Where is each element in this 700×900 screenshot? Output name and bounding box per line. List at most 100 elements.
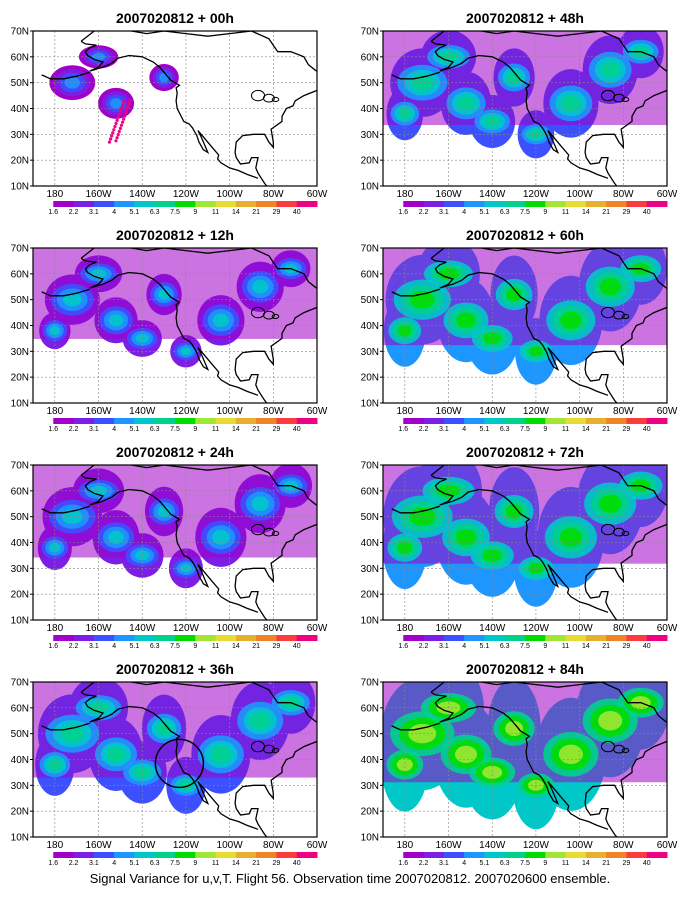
lat-tick-label: 60N [11, 52, 29, 63]
colorbar-swatch [53, 201, 75, 207]
lat-tick-label: 50N [361, 78, 379, 89]
colorbar-label: 14 [232, 643, 240, 650]
colorbar-label: 7.5 [520, 426, 530, 433]
verification-region-circle [154, 738, 205, 789]
map-panel: 2007020812 + 84h 10N 20N 30N 40N 50N 60N 70N 180… [361, 661, 678, 867]
colorbar-label: 1.6 [398, 860, 408, 867]
colorbar-swatch [383, 852, 404, 858]
lat-tick-label: 40N [361, 755, 379, 766]
flight-track-dot [117, 129, 121, 134]
colorbar-label: 2.2 [419, 860, 429, 867]
colorbar-label: 1.6 [48, 426, 58, 433]
colorbar-swatch [215, 418, 237, 424]
flight-track-dot [122, 117, 126, 121]
lon-tick-label: 120W [173, 840, 200, 851]
colorbar-label: 7.5 [170, 643, 180, 650]
lon-tick-label: 120W [173, 623, 200, 634]
lon-tick-label: 180 [47, 840, 64, 851]
coastline [41, 248, 317, 403]
colorbar-label: 40 [293, 426, 301, 433]
flight-track-dot [128, 98, 132, 103]
colorbar-swatch [134, 201, 156, 207]
lon-tick-label: 180 [397, 840, 414, 851]
colorbar-swatch [626, 635, 648, 641]
colorbar-swatch [93, 418, 115, 424]
colorbar-label: 29 [273, 209, 281, 216]
colorbar-label: 9 [193, 209, 197, 216]
colorbar-label: 14 [582, 209, 590, 216]
lat-tick-label: 60N [361, 703, 379, 714]
colorbar-label: 1.6 [398, 209, 408, 216]
colorbar-label: 3.1 [89, 860, 99, 867]
lat-tick-label: 70N [361, 678, 379, 689]
colorbar-label: 4 [112, 643, 116, 650]
colorbar-label: 40 [293, 643, 301, 650]
colorbar-swatch [443, 852, 465, 858]
lat-tick-label: 10N [361, 616, 379, 627]
colorbar-label: 2.2 [69, 643, 79, 650]
flight-track-dot [111, 131, 115, 135]
flight-track-dot [115, 136, 119, 140]
colorbar-label: 11 [562, 426, 569, 433]
colorbar-swatch [504, 852, 526, 858]
flight-track-dot [114, 121, 118, 126]
panel-title: 2007020812 + 60h [466, 227, 584, 243]
colorbar-swatch [423, 418, 445, 424]
lon-tick-label: 80W [263, 406, 284, 417]
lon-tick-label: 180 [47, 406, 64, 417]
colorbar-swatch [565, 635, 587, 641]
colorbar-swatch [53, 635, 75, 641]
colorbar-swatch [256, 635, 277, 641]
lon-tick-label: 100W [217, 189, 244, 200]
lat-tick-label: 60N [11, 269, 29, 280]
flight-track-dot [125, 108, 129, 112]
colorbar-swatch [626, 418, 648, 424]
colorbar-label: 40 [643, 209, 651, 216]
flight-track-dot [113, 124, 117, 129]
colorbar-swatch [403, 635, 425, 641]
colorbar-label: 7.5 [170, 209, 180, 216]
flight-track-dot [112, 128, 116, 132]
lon-tick-label: 120W [523, 189, 550, 200]
lat-tick-label: 10N [11, 833, 29, 844]
lat-tick-label: 20N [11, 590, 29, 601]
colorbar-label: 9 [193, 860, 197, 867]
lat-tick-label: 60N [11, 486, 29, 497]
coastline [391, 465, 667, 620]
lat-tick-label: 20N [361, 156, 379, 167]
colorbar-label: 40 [643, 643, 651, 650]
coastline [391, 682, 667, 837]
lat-tick-label: 20N [11, 807, 29, 818]
variance-field [383, 248, 667, 403]
flight-track-dot [122, 100, 126, 104]
lat-tick-label: 60N [361, 269, 379, 280]
colorbar-label: 7.5 [520, 860, 530, 867]
colorbar-swatch [443, 418, 465, 424]
lon-tick-label: 120W [523, 840, 550, 851]
colorbar-swatch [646, 635, 668, 641]
colorbar-label: 11 [212, 209, 219, 216]
colorbar-swatch [114, 852, 135, 858]
colorbar-label: 4 [112, 860, 116, 867]
colorbar-label: 4 [112, 209, 116, 216]
colorbar-label: 5.1 [130, 643, 140, 650]
colorbar-swatch [276, 852, 298, 858]
lat-tick-label: 20N [11, 373, 29, 384]
panel-title: 2007020812 + 36h [116, 661, 234, 677]
colorbar-swatch [235, 852, 257, 858]
colorbar-label: 29 [273, 860, 281, 867]
flight-track-dot [124, 111, 128, 115]
flight-track-dot [115, 118, 119, 122]
colorbar-swatch [276, 418, 298, 424]
colorbar-label: 7.5 [520, 643, 530, 650]
colorbar-swatch [443, 201, 465, 207]
colorbar-label: 14 [232, 426, 240, 433]
colorbar-swatch [93, 635, 115, 641]
lat-tick-label: 40N [361, 321, 379, 332]
colorbar-label: 3.1 [89, 643, 99, 650]
flight-track-dot [126, 105, 130, 109]
colorbar-swatch [585, 635, 607, 641]
colorbar-swatch [154, 201, 176, 207]
lon-tick-label: 160W [435, 840, 462, 851]
colorbar-swatch [525, 852, 546, 858]
